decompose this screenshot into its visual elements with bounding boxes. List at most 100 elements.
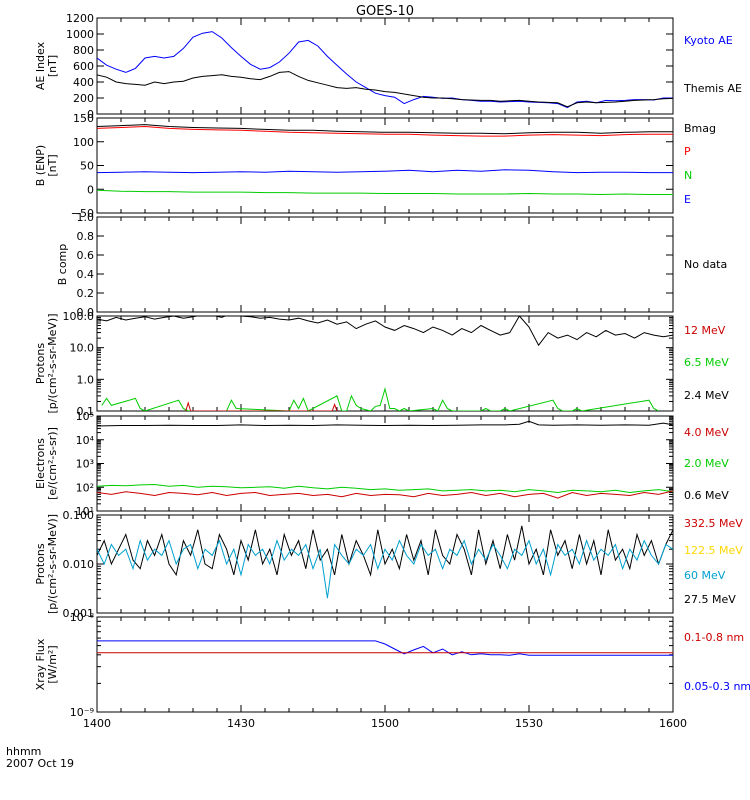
legend-entry: Kyoto AE	[684, 34, 733, 47]
y-tick-label: 600	[73, 60, 94, 73]
y-tick-label: 400	[73, 76, 94, 89]
panel-frame	[96, 216, 674, 313]
legend-entry: 0.1-0.8 nm	[684, 631, 744, 644]
legend-entry: E	[684, 193, 691, 206]
series-12-mev-line	[185, 401, 338, 411]
legend-entry: P	[684, 145, 691, 158]
series-27-5-mev-line	[97, 525, 673, 577]
x-tick-label: 1400	[83, 717, 111, 730]
y-tick-label: 50	[80, 160, 94, 173]
panel-frame	[96, 616, 674, 713]
panel-bcomp: 0.0 0.2 0.4 0.6 0.8 1.0 B comp No data	[56, 211, 727, 319]
legend-entry: Themis AE	[683, 82, 742, 95]
legend-entry: 0.05-0.3 nm	[684, 680, 750, 693]
y-axis-label: B comp	[56, 244, 69, 286]
panel-ae: 0 200 400 600 800 1000 1200 AE Index [nT] Kyoto A…	[34, 12, 742, 121]
legend-entry: 0.6 MeV	[684, 489, 729, 502]
panel-frame	[96, 17, 674, 115]
series-2-0-mev-line	[97, 483, 673, 494]
panel-protons: 0.1 1.0 10.0 100.0 Protons [p/(cm²-s-sr-MeV)]…	[34, 310, 729, 418]
y-tick-label: 10.0	[70, 342, 95, 355]
panel-xray: 10⁻⁹ 10⁻⁸ Xray Flux [W/m²] 0.1-0.8 nm 0.05-0.…	[34, 611, 750, 719]
y-axis-label: [W/m²]	[46, 645, 59, 683]
y-tick-label: 10⁵	[76, 410, 94, 423]
y-tick-label: 1.0	[77, 211, 95, 224]
series-60-mev-line	[97, 538, 673, 599]
series-p-line	[97, 125, 673, 137]
y-tick-label: 0.8	[77, 230, 95, 243]
y-axis-label: Protons	[34, 543, 47, 584]
legend-entry: 60 MeV	[684, 569, 726, 582]
y-tick-label: 100	[73, 136, 94, 149]
legend-entry: No data	[684, 258, 727, 271]
y-tick-label: 100.0	[63, 310, 95, 323]
y-tick-label: 150	[73, 112, 94, 125]
x-tick-label: 1430	[227, 717, 255, 730]
y-tick-label: 1000	[66, 28, 94, 41]
legend-entry: 27.5 MeV	[684, 593, 736, 606]
y-axis-label: [e/(cm²-s-sr)]	[46, 427, 59, 500]
y-tick-label: 200	[73, 92, 94, 105]
panel-frame	[96, 415, 674, 512]
y-axis-label: [nT]	[46, 55, 59, 77]
series-2-4-mev-line	[97, 316, 673, 347]
y-axis-label: Xray Flux	[34, 638, 47, 690]
series-0-6-mev-line	[97, 420, 673, 427]
y-axis-label: Electrons	[34, 438, 47, 489]
y-tick-label: 0.2	[77, 287, 95, 300]
series-kyoto-ae-line	[97, 31, 673, 109]
y-tick-label: 0.010	[63, 558, 95, 571]
series-themis-ae-line	[97, 71, 673, 108]
y-tick-label: 1.0	[77, 373, 95, 386]
series-6-5-mev-line	[101, 386, 659, 411]
y-axis-label: [p/(cm²-s-sr-MeV)]	[46, 514, 59, 614]
legend-entry: 6.5 MeV	[684, 356, 729, 369]
panel-bfield: −50 0 50 100 150 B (ENP) [nT] Bmag PNE	[34, 112, 716, 220]
y-tick-label: 0.6	[77, 249, 95, 262]
legend-entry: 122.5 MeV	[684, 544, 743, 557]
y-tick-label: 800	[73, 44, 94, 57]
y-tick-label: 10¹	[76, 505, 94, 518]
panel-electrons: 10¹ 10² 10³ 10⁴ 10⁵ Electrons [e/(cm²-s-sr)] 4.…	[34, 410, 729, 518]
series-n-line	[97, 189, 673, 196]
y-axis-label: B (ENP)	[34, 145, 47, 186]
y-tick-label: 10²	[76, 481, 94, 494]
panel-hiprotons: 0.001 0.010 0.100 Protons [p/(cm²-s-sr-MeV)]…	[34, 509, 743, 620]
x-tick-label: 1600	[659, 717, 687, 730]
y-axis-label: AE Index	[34, 41, 47, 90]
y-tick-label: 10³	[76, 458, 94, 471]
panel-frame	[96, 315, 674, 412]
figure-title: GOES-10	[356, 4, 414, 19]
legend-entry: 332.5 MeV	[684, 517, 743, 530]
y-tick-label: 0	[87, 183, 94, 196]
y-tick-label: 10⁻⁹	[70, 706, 94, 719]
x-tick-label: 1500	[371, 717, 399, 730]
series-4-0-mev-line	[97, 490, 673, 499]
y-tick-label: 0.100	[63, 509, 95, 522]
y-tick-label: 1200	[66, 12, 94, 25]
legend-entry: 4.0 MeV	[684, 426, 729, 439]
y-tick-label: 0.0	[77, 306, 95, 319]
legend-entry: Bmag	[684, 122, 716, 135]
date-label: 2007 Oct 19	[6, 757, 74, 770]
series-e-line	[97, 169, 673, 174]
y-axis-label: [p/(cm²-s-sr-MeV)]	[46, 314, 59, 414]
x-tick-label: 1530	[515, 717, 543, 730]
y-tick-label: 0	[87, 108, 94, 121]
y-tick-label: 0.4	[77, 268, 95, 281]
legend-entry: N	[684, 169, 692, 182]
time-unit-label: hhmm	[6, 745, 41, 758]
legend-entry: 2.0 MeV	[684, 457, 729, 470]
y-tick-label: 10⁴	[76, 434, 95, 447]
legend-entry: 2.4 MeV	[684, 389, 729, 402]
series-bmag-line	[97, 124, 673, 135]
y-axis-label: Protons	[34, 343, 47, 384]
legend-entry: 12 MeV	[684, 324, 726, 337]
y-axis-label: [nT]	[46, 154, 59, 176]
y-tick-label: −50	[71, 207, 94, 220]
y-tick-label: 0.001	[63, 607, 95, 620]
y-tick-label: 0.1	[77, 405, 95, 418]
y-tick-label: 10⁻⁸	[70, 611, 95, 624]
